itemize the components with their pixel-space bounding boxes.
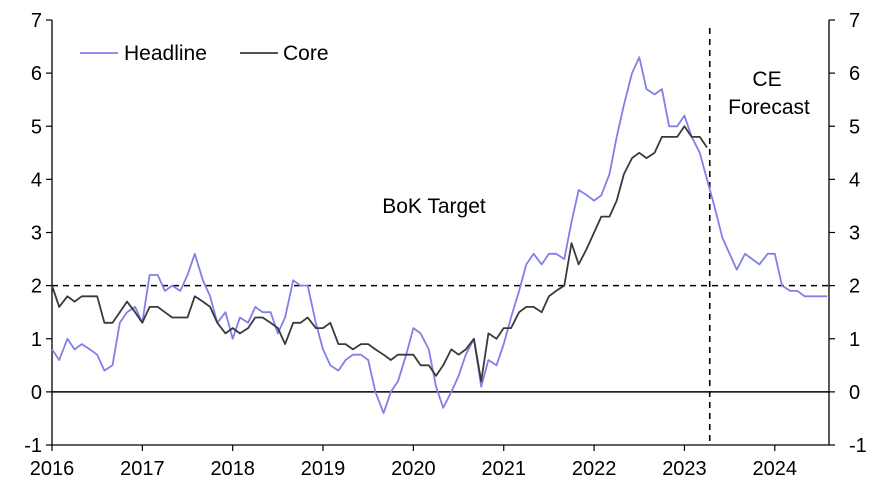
x-tick-label: 2023 [662,458,707,480]
headline-series-line [51,56,828,415]
x-tick-label: 2016 [30,458,75,480]
reference-lines [52,28,829,445]
y-tick-label-left: 5 [31,116,42,138]
y-tick-label-right: 6 [849,63,860,85]
y-tick-label-right: 5 [849,116,860,138]
legend: Headline Core [80,42,329,65]
target-annotation: BoK Target [382,195,486,218]
y-tick-label-right: 7 [849,10,860,32]
y-tick-label-left: 2 [31,276,42,298]
tick-labels: -1 0 1 2 3 4 5 6 7 -1 0 1 2 3 4 5 6 7 2016 2017 2018 2019 2020… [24,10,867,480]
y-tick-label-left: 0 [31,382,42,404]
y-tick-label-left: -1 [24,435,42,457]
y-tick-label-right: 1 [849,329,860,351]
y-tick-label-right: 2 [849,276,860,298]
x-tick-label: 2018 [210,458,255,480]
y-tick-label-right: -1 [849,435,867,457]
axes-layer [46,19,835,451]
x-tick-label: 2019 [301,458,346,480]
y-tick-label-right: 3 [849,223,860,245]
series-layer [51,56,828,415]
core-series-line [51,125,708,383]
y-tick-label-left: 6 [31,63,42,85]
x-tick-label: 2022 [572,458,617,480]
y-tick-label-left: 1 [31,329,42,351]
x-tick-label: 2021 [481,458,526,480]
x-tick-label: 2020 [391,458,436,480]
x-tick-label: 2024 [753,458,798,480]
legend-core-label: Core [283,42,329,65]
y-tick-label-left: 4 [31,169,42,191]
y-tick-label-left: 3 [31,223,42,245]
y-tick-label-right: 4 [849,169,860,191]
y-tick-label-right: 0 [849,382,860,404]
x-tick-label: 2017 [120,458,165,480]
forecast-annotation-line2: Forecast [728,96,810,119]
forecast-annotation-line1: CE [752,68,781,91]
legend-headline-label: Headline [124,42,207,65]
y-tick-label-left: 7 [31,10,42,32]
